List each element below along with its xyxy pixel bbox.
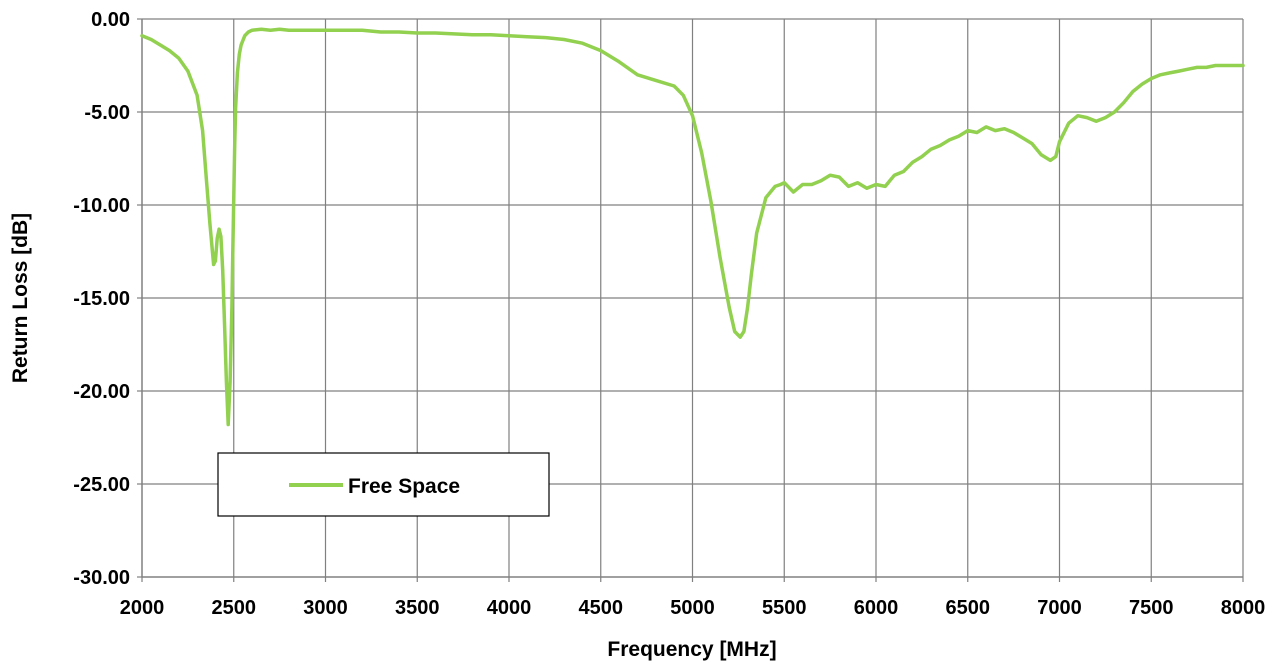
- legend-label-free-space: Free Space: [348, 475, 460, 498]
- x-tick-label: 4500: [579, 597, 624, 619]
- x-tick-label: 5500: [762, 597, 807, 619]
- x-tick-label: 2500: [212, 597, 257, 619]
- x-tick-label: 6500: [946, 597, 991, 619]
- legend: Free Space: [217, 452, 550, 517]
- x-tick-label: 6000: [854, 597, 899, 619]
- y-tick-label: 0.00: [91, 9, 130, 31]
- y-tick-labels: 0.00 -5.00 -10.00 -15.00 -20.00 -25.00 -30.00: [73, 9, 142, 589]
- x-tick-label: 2000: [120, 597, 165, 619]
- y-tick-label: -30.00: [73, 567, 130, 589]
- y-tick-label: -20.00: [73, 381, 130, 403]
- series-layer: [140, 27, 1245, 427]
- x-tick-label: 8000: [1221, 597, 1266, 619]
- x-tick-label: 4000: [487, 597, 532, 619]
- x-tick-label: 5000: [670, 597, 715, 619]
- y-tick-label: -10.00: [73, 195, 130, 217]
- y-tick-label: -25.00: [73, 474, 130, 496]
- legend-box: [217, 452, 550, 517]
- y-tick-label: -5.00: [84, 102, 130, 124]
- x-tick-labels: 2000 2500 3000 3500 4000 4500 5000 5500 6000 6500…: [120, 577, 1266, 619]
- x-tick-label: 3000: [303, 597, 348, 619]
- x-tick-label: 7500: [1129, 597, 1174, 619]
- x-axis-title: Frequency [MHz]: [607, 638, 776, 661]
- x-tick-label: 7000: [1037, 597, 1082, 619]
- y-tick-label: -15.00: [73, 288, 130, 310]
- y-axis-title: Return Loss [dB]: [9, 213, 32, 383]
- x-tick-label: 3500: [395, 597, 440, 619]
